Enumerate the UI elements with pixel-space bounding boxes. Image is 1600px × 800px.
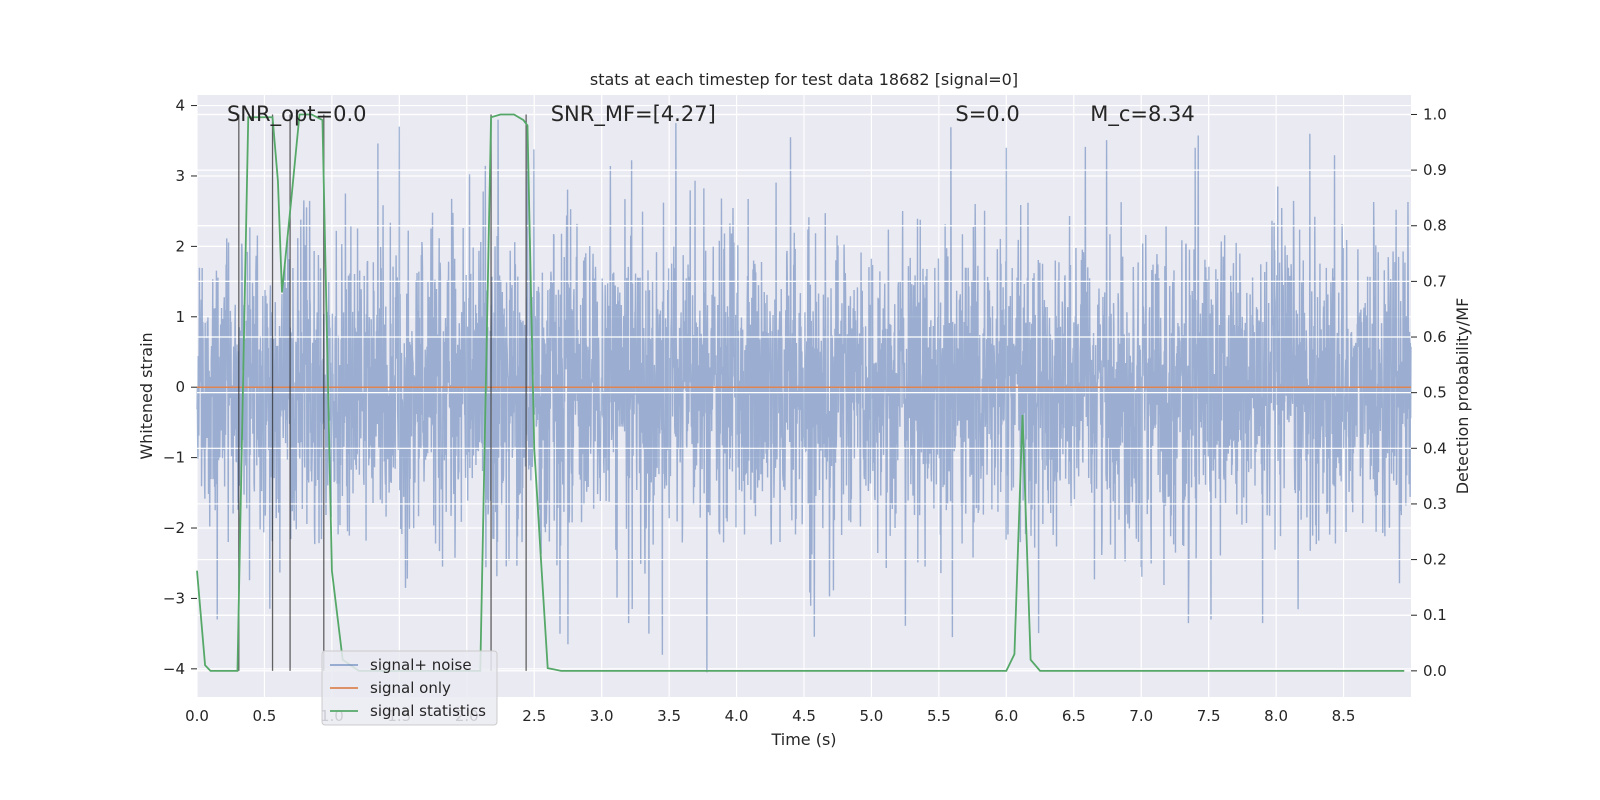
annotation: S=0.0 — [955, 102, 1019, 126]
x-tick-label: 4.0 — [725, 707, 749, 725]
y-right-tick-label: 0.1 — [1423, 606, 1447, 624]
x-tick-label: 0.5 — [253, 707, 277, 725]
x-tick-label: 3.0 — [590, 707, 614, 725]
y-right-tick-label: 0.7 — [1423, 272, 1447, 290]
x-tick-label: 4.5 — [792, 707, 816, 725]
legend-box — [321, 650, 498, 726]
y-left-tick-label: −1 — [163, 449, 185, 467]
axes: 0.00.51.01.52.02.53.03.54.04.55.05.56.06… — [163, 97, 1447, 725]
signal-statistics-line — [196, 113, 1405, 672]
chart-title: stats at each timestep for test data 186… — [590, 70, 1018, 89]
y-left-tick-label: −2 — [163, 519, 185, 537]
y-axis-left-label: Whitened strain — [137, 332, 156, 459]
legend-entry: signal+ noise — [370, 656, 472, 674]
series-signal-noise — [196, 119, 1412, 673]
y-axis-right-label: Detection probability/MF — [1453, 298, 1472, 495]
annotation: SNR_MF=[4.27] — [551, 102, 716, 127]
y-right-tick-label: 1.0 — [1423, 105, 1447, 123]
y-left-tick-label: 1 — [175, 308, 185, 326]
y-left-tick-label: 0 — [175, 378, 185, 396]
legend: signal+ noise signal only signal statistic… — [321, 650, 498, 726]
y-right-tick-label: 0.5 — [1423, 384, 1447, 402]
x-tick-label: 2.5 — [522, 707, 546, 725]
x-tick-label: 8.5 — [1332, 707, 1356, 725]
annotations: SNR_opt=0.0 SNR_MF=[4.27] S=0.0 M_c=8.34 — [227, 102, 1195, 127]
x-tick-label: 8.0 — [1264, 707, 1288, 725]
y-right-tick-label: 0.8 — [1423, 217, 1447, 235]
y-right-tick-label: 0.2 — [1423, 551, 1447, 569]
x-tick-label: 3.5 — [657, 707, 681, 725]
y-right-tick-label: 0.4 — [1423, 439, 1447, 457]
x-tick-label: 6.5 — [1062, 707, 1086, 725]
y-left-tick-label: 3 — [175, 167, 185, 185]
series-overlay — [196, 113, 1411, 672]
y-left-tick-label: −3 — [163, 589, 185, 607]
x-tick-label: 7.0 — [1129, 707, 1153, 725]
legend-entry: signal statistics — [370, 702, 486, 720]
y-right-tick-label: 0.9 — [1423, 161, 1447, 179]
x-tick-label: 5.5 — [927, 707, 951, 725]
y-left-tick-label: 4 — [175, 97, 185, 115]
y-right-tick-label: 0.3 — [1423, 495, 1447, 513]
x-tick-label: 0.0 — [185, 707, 209, 725]
annotation: SNR_opt=0.0 — [227, 102, 367, 127]
x-tick-label: 5.0 — [860, 707, 884, 725]
y-right-tick-label: 0.6 — [1423, 328, 1447, 346]
x-tick-label: 6.0 — [994, 707, 1018, 725]
signal-noise-line — [196, 119, 1412, 673]
y-left-tick-label: 2 — [175, 237, 185, 255]
annotation: M_c=8.34 — [1090, 102, 1195, 127]
y-left-tick-label: −4 — [163, 660, 185, 678]
x-tick-label: 7.5 — [1197, 707, 1221, 725]
y-right-tick-label: 0.0 — [1423, 662, 1447, 680]
legend-entry: signal only — [370, 679, 451, 697]
x-axis-label: Time (s) — [770, 730, 836, 749]
